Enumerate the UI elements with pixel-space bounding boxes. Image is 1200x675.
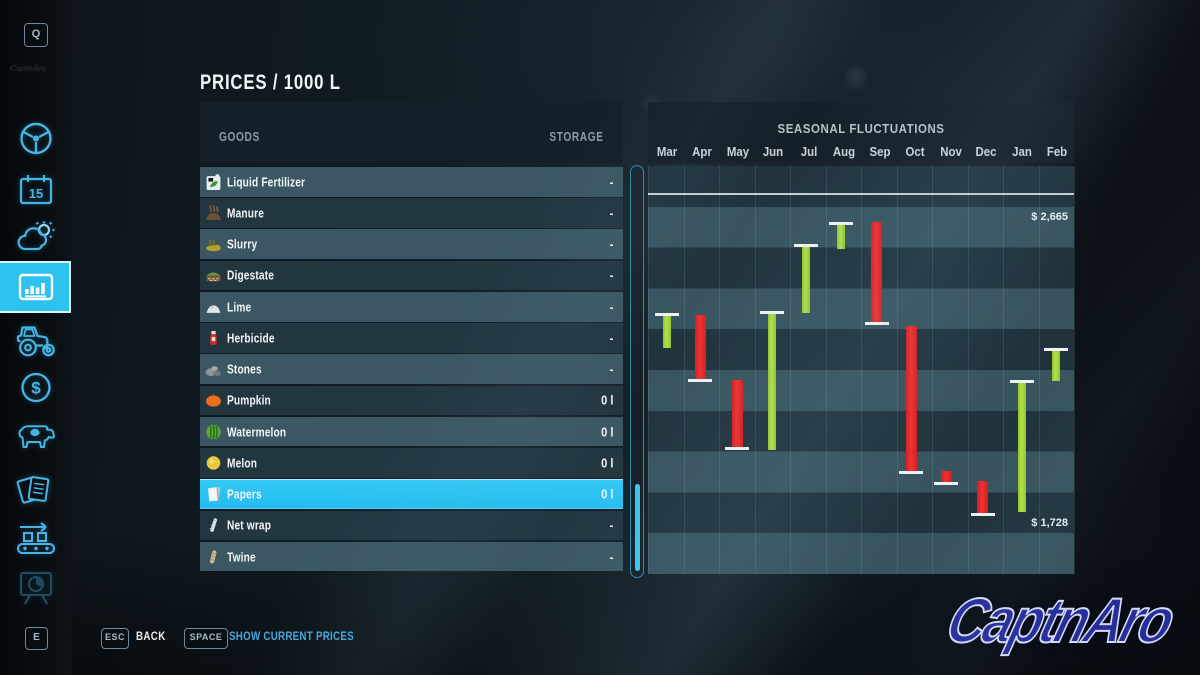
svg-text:$: $: [31, 379, 41, 398]
svg-text:15: 15: [29, 186, 43, 201]
